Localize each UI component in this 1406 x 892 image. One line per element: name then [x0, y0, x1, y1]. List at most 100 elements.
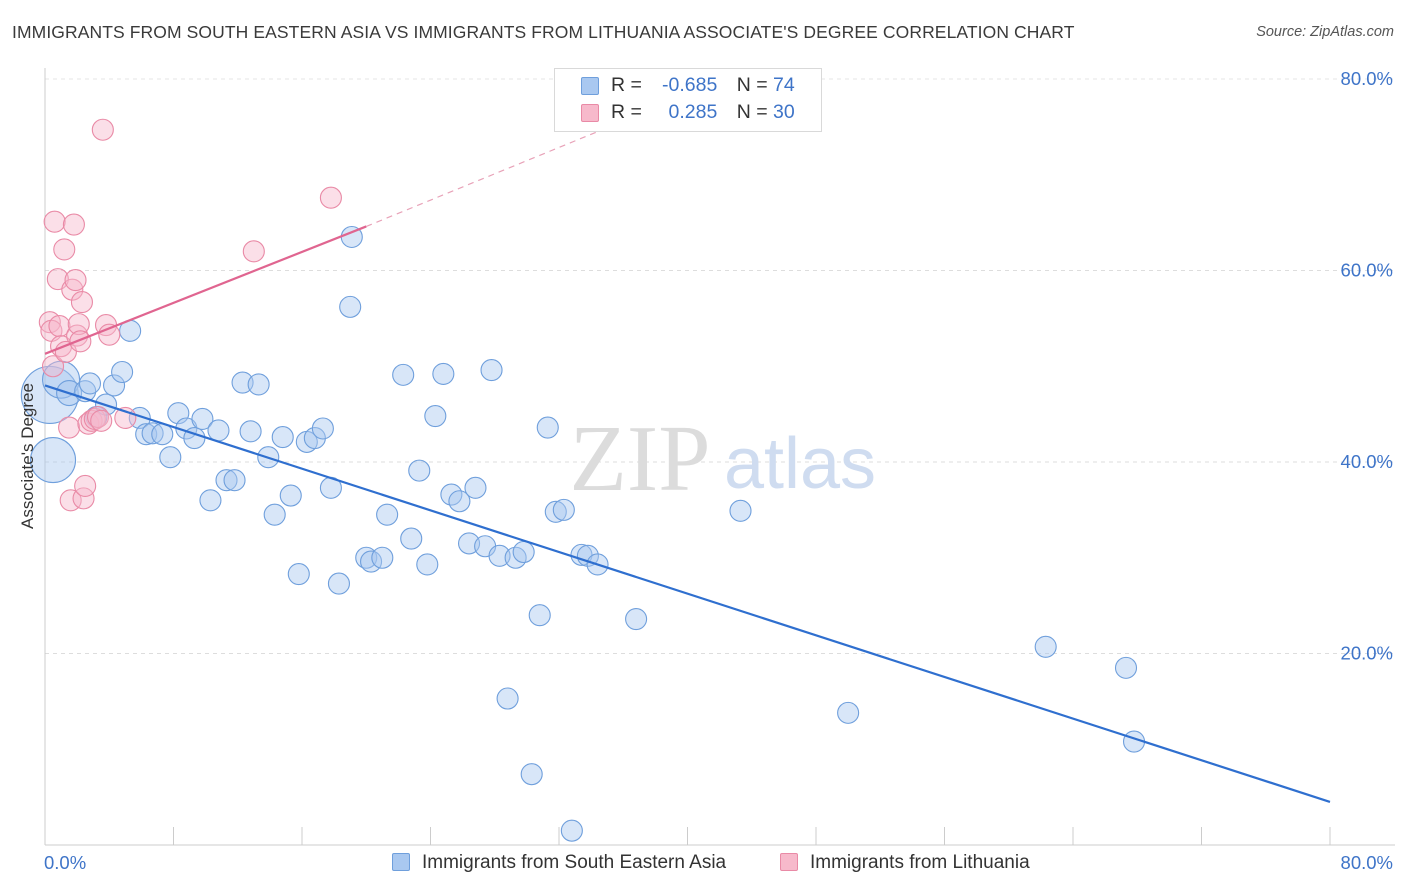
- sea-point: [29, 437, 77, 484]
- lithuania-point: [319, 186, 342, 209]
- watermark: ZIP atlas: [570, 407, 877, 511]
- sea-point: [371, 546, 394, 569]
- correlation-legend: R = -0.685 N = 74 R = 0.285 N = 30: [554, 68, 822, 132]
- lithuania-point: [66, 324, 89, 347]
- sea-point: [103, 374, 126, 397]
- sea-point: [376, 503, 399, 526]
- lithuania-trend-line: [44, 225, 367, 355]
- bottom-legend-label-sea: Immigrants from South Eastern Asia: [422, 852, 727, 873]
- legend-r-value-sea: -0.685: [662, 74, 718, 96]
- sea-point: [496, 687, 519, 710]
- legend-r-label: R =: [611, 74, 642, 96]
- sea-point: [544, 500, 567, 523]
- sea-point: [263, 503, 286, 526]
- source-label: Source: ZipAtlas.com: [1256, 24, 1394, 40]
- bottom-legend-swatch-lithuania: [780, 853, 798, 871]
- lithuania-point: [67, 313, 90, 336]
- y-tick-label: 60.0%: [1341, 260, 1393, 281]
- sea-point: [536, 416, 559, 439]
- sea-point: [159, 446, 182, 469]
- lithuania-point: [74, 474, 97, 497]
- lithuania-point: [69, 330, 92, 353]
- lithuania-point: [86, 405, 110, 429]
- sea-point: [215, 469, 238, 492]
- tick-labels: 20.0% 40.0% 60.0% 80.0% 0.0% 80.0%: [44, 68, 1393, 873]
- lithuania-point: [70, 291, 93, 314]
- legend-n-label: N =: [736, 101, 768, 123]
- lithuania-point: [91, 118, 114, 141]
- sea-point: [1114, 656, 1138, 679]
- watermark-atlas: atlas: [724, 424, 876, 504]
- lithuania-point: [41, 355, 65, 378]
- y-axis-label: Associate's Degree: [18, 383, 37, 529]
- sea-point: [408, 459, 431, 482]
- lithuania-point: [72, 487, 95, 510]
- legend-n-value-lithuania: 30: [773, 101, 795, 123]
- lithuania-point: [58, 416, 81, 439]
- lithuania-point: [80, 409, 103, 432]
- sea-point: [78, 372, 102, 395]
- legend-r-value-lithuania: 0.285: [668, 101, 718, 123]
- sea-point: [247, 373, 270, 396]
- sea-point: [416, 553, 439, 576]
- sea-point: [1034, 635, 1057, 658]
- sea-point: [287, 562, 310, 586]
- sea-point: [141, 422, 164, 445]
- trend-lines: [44, 120, 1331, 803]
- bottom-legend-sea: Immigrants from South Eastern Asia: [392, 852, 726, 874]
- sea-point: [231, 371, 254, 394]
- sea-point: [432, 362, 455, 385]
- bottom-legend-swatch-sea: [392, 853, 410, 871]
- sea-point: [135, 423, 158, 446]
- sea-point: [480, 359, 503, 382]
- sea-point: [400, 527, 423, 550]
- sea-point: [729, 499, 752, 522]
- x-tick-label: 0.0%: [44, 852, 86, 873]
- lithuania-point: [53, 238, 76, 261]
- lithuania-point: [242, 240, 265, 263]
- lithuania-point: [64, 269, 87, 292]
- sea-point: [424, 404, 447, 428]
- sea-point: [327, 572, 350, 595]
- sea-point: [576, 544, 599, 567]
- sea-point: [207, 419, 230, 442]
- sea-point: [191, 407, 214, 430]
- legend-swatch-lithuania: [581, 104, 599, 122]
- lithuania-point: [90, 409, 113, 432]
- data-points: [20, 118, 1146, 842]
- legend-n-label: N =: [736, 74, 768, 96]
- grid-lines: [45, 78, 1395, 654]
- sea-point: [488, 544, 511, 567]
- sea-point: [448, 490, 471, 513]
- lithuania-trend-extension: [366, 120, 624, 228]
- sea-point: [552, 498, 575, 521]
- sea-trend-line: [44, 384, 1331, 803]
- sea-point: [279, 484, 302, 507]
- y-tick-label: 20.0%: [1341, 643, 1393, 664]
- sea-point: [464, 476, 487, 499]
- y-tick-label: 40.0%: [1341, 451, 1393, 472]
- sea-point: [223, 469, 246, 492]
- lithuania-point: [62, 213, 85, 236]
- sea-point: [457, 532, 481, 555]
- sea-point: [311, 417, 334, 440]
- sea-point: [339, 295, 362, 318]
- sea-point: [239, 420, 262, 443]
- bottom-legend-lithuania: Immigrants from Lithuania: [780, 852, 1030, 874]
- axes: [44, 68, 1395, 846]
- sea-point: [392, 363, 415, 386]
- x-tick-label: 80.0%: [1341, 852, 1393, 873]
- sea-point: [271, 426, 294, 449]
- sea-point: [528, 604, 551, 627]
- legend-r-label: R =: [611, 101, 642, 123]
- sea-point: [303, 427, 326, 450]
- chart-title: IMMIGRANTS FROM SOUTH EASTERN ASIA VS IM…: [12, 22, 1075, 42]
- sea-point: [111, 360, 134, 384]
- sea-point: [199, 489, 222, 512]
- legend-swatch-sea: [581, 77, 599, 95]
- sea-point: [625, 607, 648, 631]
- lithuania-point: [43, 210, 66, 233]
- sea-point: [520, 763, 543, 786]
- sea-point: [560, 819, 583, 842]
- sea-point: [512, 540, 535, 564]
